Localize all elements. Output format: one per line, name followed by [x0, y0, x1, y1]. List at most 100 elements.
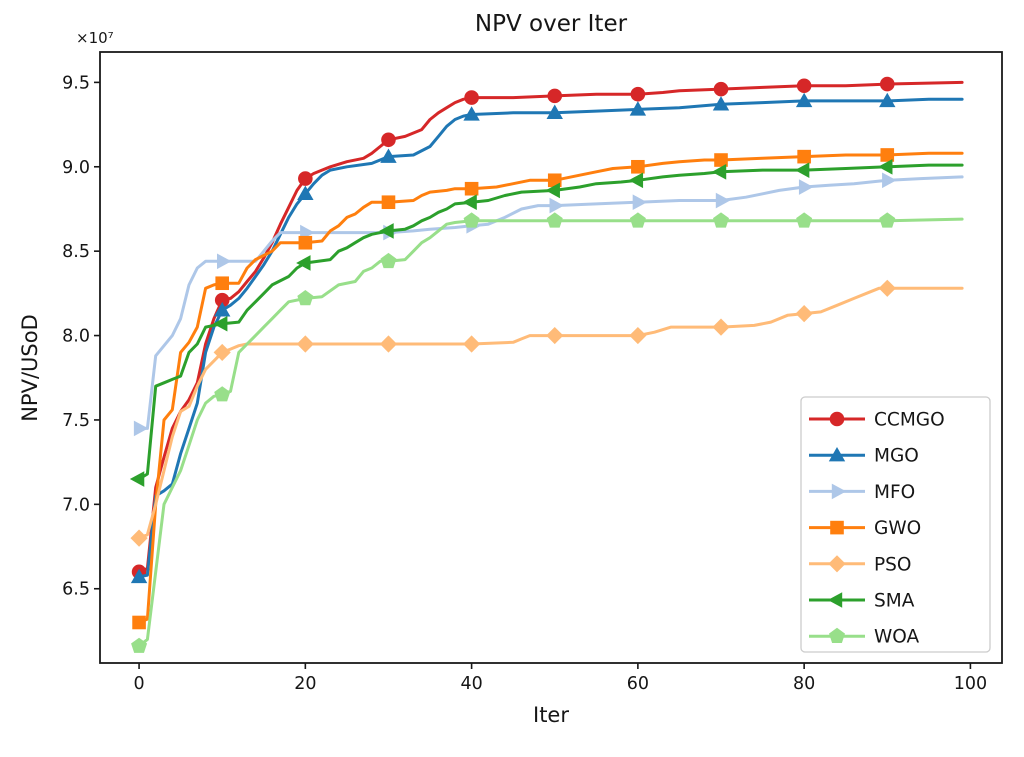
series-marker-mfo [133, 420, 149, 437]
series-marker-woa [629, 212, 646, 228]
series-marker-sma [711, 164, 727, 180]
series-marker-pso [878, 279, 896, 297]
series-marker-mgo [380, 148, 397, 163]
series-marker-ccmgo [796, 78, 812, 94]
x-tick-label: 80 [793, 674, 815, 694]
series-marker-mgo [297, 185, 314, 200]
series-marker-gwo [215, 276, 230, 291]
y-tick-label: 8.5 [62, 242, 90, 262]
chart-title: NPV over Iter [474, 11, 628, 37]
series-marker-pso [379, 335, 398, 353]
series-marker-sma [296, 255, 311, 271]
y-tick-label: 7.5 [62, 411, 90, 431]
series-marker-woa [713, 212, 730, 228]
series-marker-pso [795, 305, 813, 323]
series-marker-mfo [549, 197, 564, 214]
series-marker-ccmgo [630, 86, 646, 102]
series-marker-ccmgo [879, 76, 895, 92]
series-marker-mfo [715, 192, 731, 209]
series-line-mfo [137, 175, 964, 430]
y-tick-label: 7.0 [62, 495, 90, 515]
axes-spines [99, 51, 1003, 664]
legend-box [800, 396, 991, 653]
series-marker-woa [796, 212, 813, 228]
series-marker-mgo [795, 92, 813, 108]
series-marker-mfo [798, 179, 814, 195]
series-marker-ccmgo [547, 88, 563, 104]
series-marker-sma [628, 172, 644, 189]
series-marker-mgo [546, 104, 563, 119]
series-marker-mgo [214, 302, 231, 317]
legend-marker-ccmgo [829, 411, 845, 427]
series-marker-sma [379, 223, 394, 239]
series-marker-gwo [381, 195, 396, 210]
x-tick-label: 0 [134, 674, 145, 694]
series-line-sma [137, 163, 964, 481]
series-marker-pso [629, 326, 647, 345]
series-marker-ccmgo [298, 171, 313, 186]
x-axis-label: Iter [533, 703, 569, 727]
x-tick-label: 40 [460, 674, 482, 694]
series-marker-sma [545, 182, 560, 199]
series-marker-mgo [629, 101, 647, 116]
x-tick-label: 60 [627, 674, 649, 694]
series-marker-gwo [631, 159, 645, 174]
legend-label-woa: WOA [874, 627, 920, 648]
series-marker-woa [546, 212, 563, 228]
series-marker-woa [879, 212, 896, 228]
y-tick-label: 8.0 [62, 327, 90, 347]
series-marker-pso [712, 318, 730, 336]
series-line-woa [137, 217, 964, 648]
legend-label-mgo: MGO [874, 446, 919, 467]
x-tick-label: 20 [294, 674, 316, 694]
series-marker-woa [297, 290, 314, 306]
series-marker-ccmgo [464, 90, 479, 105]
series-marker-pso [546, 326, 564, 345]
legend-label-ccmgo: CCMGO [874, 410, 945, 431]
series-marker-sma [213, 315, 228, 332]
series-marker-gwo [797, 149, 811, 164]
series-marker-woa [214, 386, 231, 402]
series-marker-mfo [632, 194, 648, 211]
y-tick-label: 9.5 [62, 73, 90, 93]
series-marker-woa [380, 252, 397, 269]
series-marker-ccmgo [713, 81, 729, 97]
legend-label-pso: PSO [874, 554, 911, 575]
series-marker-sma [462, 194, 477, 211]
series-marker-pso [463, 335, 481, 353]
series-marker-mfo [882, 172, 897, 189]
series-marker-mgo [712, 96, 730, 111]
series-marker-woa [463, 212, 480, 228]
legend-label-sma: SMA [874, 591, 915, 612]
series-line-mgo [137, 97, 964, 579]
legend-label-gwo: GWO [874, 518, 921, 539]
legend-marker-sma [827, 592, 843, 608]
series-marker-ccmgo [381, 132, 396, 148]
series-marker-sma [129, 471, 145, 487]
series-marker-pso [296, 335, 314, 353]
y-axis-label: NPV/USoD [18, 314, 42, 422]
series-line-pso [137, 286, 964, 540]
legend-label-mfo: MFO [874, 482, 915, 503]
legend-marker-woa [829, 627, 845, 643]
legend-marker-pso [828, 555, 846, 573]
series-marker-mgo [463, 106, 480, 121]
series-marker-gwo [298, 235, 313, 250]
series-marker-pso [213, 343, 231, 362]
series-marker-gwo [464, 181, 479, 196]
series-marker-woa [131, 637, 148, 653]
series-marker-sma [878, 158, 893, 175]
y-axis-offset-label: ×10⁷ [76, 29, 114, 47]
series-marker-mgo [130, 568, 148, 584]
series-marker-gwo [714, 153, 728, 167]
x-tick-label: 100 [954, 674, 987, 694]
legend-marker-mfo [831, 483, 847, 500]
series-marker-mgo [879, 92, 896, 108]
y-tick-label: 6.5 [62, 580, 90, 600]
series-marker-ccmgo [214, 292, 230, 308]
series-marker-mfo [217, 253, 232, 270]
series-marker-sma [794, 162, 810, 178]
series-marker-gwo [880, 148, 895, 162]
